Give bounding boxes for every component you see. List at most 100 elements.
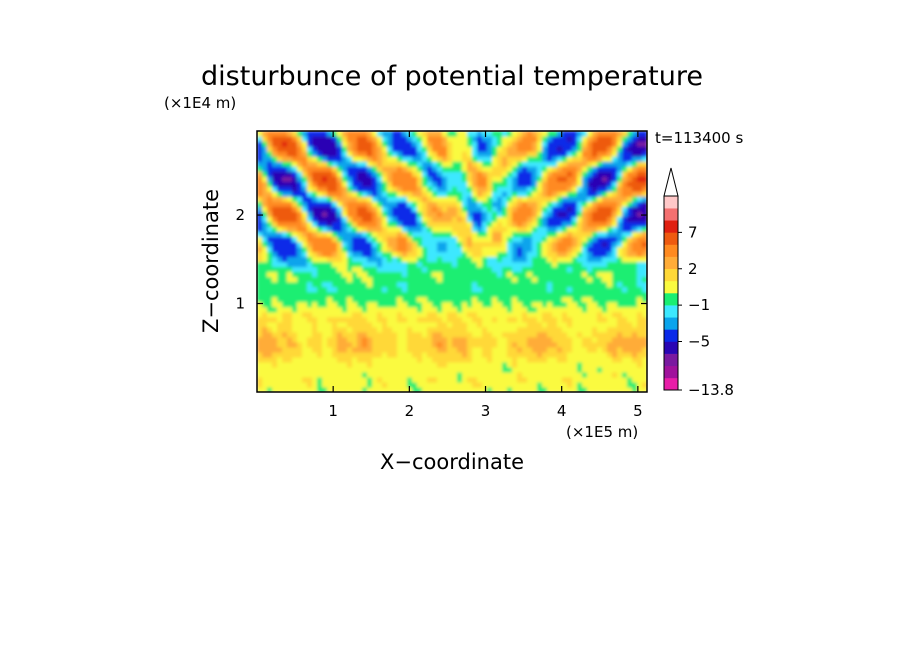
heatmap-cell <box>347 361 353 368</box>
heatmap-cell <box>437 151 443 157</box>
heatmap-cell <box>312 256 318 263</box>
heatmap-cell <box>352 151 358 157</box>
heatmap-cell <box>487 346 493 353</box>
heatmap-cell <box>457 271 463 278</box>
heatmap-cell <box>592 206 598 212</box>
heatmap-cell <box>487 221 493 227</box>
heatmap-cell <box>502 246 508 253</box>
heatmap-cell <box>642 181 647 187</box>
heatmap-cell <box>332 311 338 318</box>
heatmap-cell <box>542 171 548 177</box>
heatmap-cell <box>517 291 523 298</box>
heatmap-cell <box>417 311 423 318</box>
heatmap-cell <box>392 331 398 338</box>
heatmap-cell <box>462 256 468 263</box>
heatmap-cell <box>592 196 598 202</box>
heatmap-cell <box>262 196 268 202</box>
heatmap-cell <box>607 256 613 263</box>
heatmap-cell <box>547 256 553 263</box>
heatmap-cell <box>557 261 563 268</box>
heatmap-cell <box>392 206 398 212</box>
heatmap-cell <box>432 171 438 177</box>
heatmap-cell <box>547 351 553 358</box>
heatmap-cell <box>587 131 593 137</box>
heatmap-cell <box>577 331 583 338</box>
heatmap-cell <box>552 226 558 232</box>
heatmap-cell <box>442 176 448 182</box>
heatmap-cell <box>497 356 503 363</box>
heatmap-cell <box>417 286 423 293</box>
heatmap-cell <box>352 166 358 172</box>
heatmap-cell <box>447 141 453 147</box>
heatmap-cell <box>342 326 348 333</box>
heatmap-cell <box>447 276 453 283</box>
heatmap-cell <box>602 136 608 142</box>
heatmap-cell <box>332 211 338 217</box>
heatmap-cell <box>387 306 393 313</box>
heatmap-cell <box>622 196 628 202</box>
heatmap-cell <box>437 316 443 323</box>
heatmap-cell <box>362 136 368 142</box>
heatmap-cell <box>522 336 528 343</box>
heatmap-cell <box>542 221 548 227</box>
heatmap-cell <box>587 216 593 222</box>
heatmap-cell <box>562 346 568 353</box>
heatmap-cell <box>572 146 578 152</box>
heatmap-cell <box>567 356 573 363</box>
heatmap-cell <box>587 261 593 268</box>
heatmap-cell <box>607 221 613 227</box>
heatmap-cell <box>402 301 408 308</box>
heatmap-cell <box>602 321 608 328</box>
heatmap-cell <box>367 181 373 187</box>
heatmap-cell <box>472 311 478 318</box>
heatmap-cell <box>332 241 338 248</box>
heatmap-cell <box>492 306 498 313</box>
heatmap-cell <box>437 161 443 167</box>
colorbar-label-4: −13.8 <box>688 381 734 399</box>
heatmap-cell <box>492 251 498 258</box>
heatmap-cell <box>587 291 593 298</box>
heatmap-cell <box>382 261 388 268</box>
heatmap-cell <box>567 326 573 333</box>
heatmap-cell <box>517 296 523 303</box>
heatmap-cell <box>332 296 338 303</box>
heatmap-cell <box>492 226 498 232</box>
heatmap-cell <box>427 331 433 338</box>
heatmap-cell <box>262 371 268 378</box>
heatmap-cell <box>272 376 278 383</box>
heatmap-cell <box>427 266 433 273</box>
colorbar-swatch-3 <box>664 341 678 354</box>
heatmap-cell <box>407 261 413 268</box>
heatmap-cell <box>492 386 498 392</box>
heatmap-cell <box>262 291 268 298</box>
heatmap-cell <box>412 226 418 232</box>
heatmap-cell <box>447 246 453 253</box>
heatmap-cell <box>507 316 513 323</box>
heatmap-cell <box>632 326 638 333</box>
heatmap-cell <box>627 286 633 293</box>
heatmap-cell <box>452 226 458 232</box>
heatmap-cell <box>282 336 288 343</box>
heatmap-cell <box>392 231 398 237</box>
heatmap-cell <box>267 221 273 227</box>
heatmap-cell <box>432 291 438 298</box>
heatmap-cell <box>462 386 468 392</box>
colorbar-swatch-13 <box>664 220 678 233</box>
heatmap-cell <box>537 236 543 243</box>
heatmap-cell <box>627 301 633 308</box>
heatmap-cell <box>557 236 563 243</box>
heatmap-cell <box>627 321 633 328</box>
heatmap-cell <box>602 356 608 363</box>
heatmap-cell <box>517 196 523 202</box>
heatmap-cell <box>467 356 473 363</box>
heatmap-cell <box>422 296 428 303</box>
heatmap-cell <box>517 256 523 263</box>
heatmap-cell <box>642 371 647 378</box>
heatmap-cell <box>367 376 373 383</box>
heatmap-cell <box>437 186 443 192</box>
heatmap-cell <box>597 171 603 177</box>
heatmap-cell <box>592 136 598 142</box>
heatmap-cell <box>502 331 508 338</box>
heatmap-cell <box>632 281 638 288</box>
heatmap-cell <box>437 306 443 313</box>
